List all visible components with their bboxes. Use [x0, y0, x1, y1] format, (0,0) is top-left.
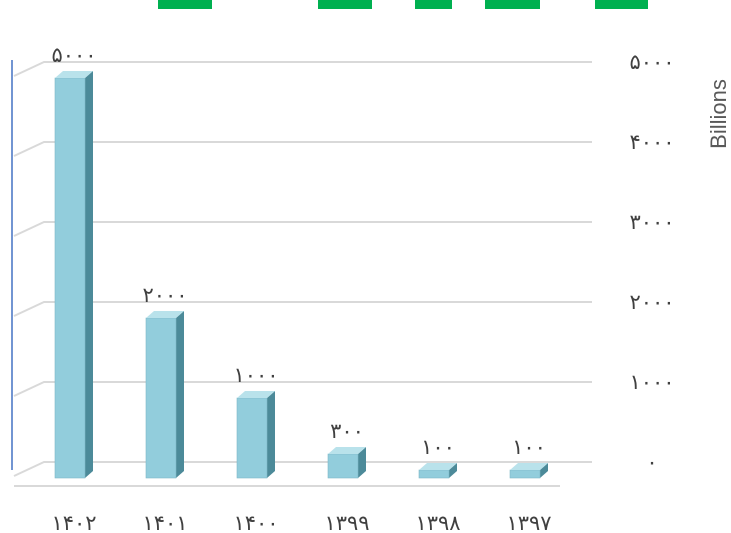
gridlines [13, 61, 592, 487]
bar-front-face [327, 453, 359, 479]
bar [54, 71, 93, 479]
x-tick-label: ۱۳۹۷ [506, 511, 551, 533]
bar-side-face [267, 391, 275, 478]
bars [54, 71, 548, 479]
x-tick-label: ۱۴۰۱ [142, 511, 187, 533]
y-tick-label: ۳۰۰۰ [629, 210, 674, 234]
top-accent-segment [485, 0, 540, 9]
data-label: ۱۰۰ [512, 435, 546, 459]
bar-front-face [236, 397, 268, 479]
bar-top-face [419, 463, 457, 470]
data-labels: ۵۰۰۰ ۲۰۰۰ ۱۰۰۰ ۳۰۰ ۱۰۰ ۱۰۰ [51, 43, 545, 459]
data-label: ۱۰۰۰ [233, 363, 278, 387]
bar-side-face [540, 463, 548, 478]
bar [236, 391, 275, 479]
gridline [13, 141, 592, 157]
data-label: ۳۰۰ [330, 419, 364, 443]
bar-front-face [145, 317, 177, 479]
data-label: ۱۰۰ [421, 435, 455, 459]
x-axis-tick-labels: ۱۴۰۲ ۱۴۰۱ ۱۴۰۰ ۱۳۹۹ ۱۳۹۸ ۱۳۹۷ [51, 511, 551, 533]
bar [327, 447, 366, 479]
gridline [13, 381, 592, 397]
gridline [13, 61, 592, 77]
bar-side-face [449, 463, 457, 478]
bar-top-face [328, 447, 366, 454]
gridline [13, 221, 592, 237]
data-label: ۵۰۰۰ [51, 43, 96, 67]
top-accent-segment [158, 0, 212, 9]
y-tick-label: ۴۰۰۰ [629, 130, 674, 154]
y-axis-title: Billions [706, 79, 731, 149]
bar-front-face [509, 469, 541, 479]
bar [418, 463, 457, 479]
bar-top-face [237, 391, 275, 398]
data-label: ۲۰۰۰ [142, 283, 187, 307]
bar-side-face [176, 311, 184, 478]
chart-decoration [11, 0, 648, 470]
top-accent-segment [415, 0, 452, 9]
gridline [13, 461, 592, 477]
gridline [13, 301, 592, 317]
x-tick-label: ۱۳۹۹ [324, 511, 369, 533]
x-tick-label: ۱۴۰۰ [233, 511, 278, 533]
bar-side-face [358, 447, 366, 478]
x-tick-label: ۱۴۰۲ [51, 511, 96, 533]
bar [509, 463, 548, 479]
bar-top-face [146, 311, 184, 318]
y-tick-label: ۲۰۰۰ [629, 290, 674, 314]
top-accent-segment [595, 0, 648, 9]
y-tick-label: ۵۰۰۰ [629, 50, 674, 74]
x-tick-label: ۱۳۹۸ [415, 511, 460, 533]
bar-side-face [85, 71, 93, 478]
y-tick-label: ۱۰۰۰ [629, 370, 674, 394]
top-accent-segment [318, 0, 372, 9]
bar-top-face [55, 71, 93, 78]
bar-front-face [54, 77, 86, 479]
y-axis-tick-labels: ۰ ۱۰۰۰ ۲۰۰۰ ۳۰۰۰ ۴۰۰۰ ۵۰۰۰ [629, 50, 674, 474]
bar-front-face [418, 469, 450, 479]
bar [145, 311, 184, 479]
y-tick-label: ۰ [646, 450, 657, 474]
bar-top-face [510, 463, 548, 470]
